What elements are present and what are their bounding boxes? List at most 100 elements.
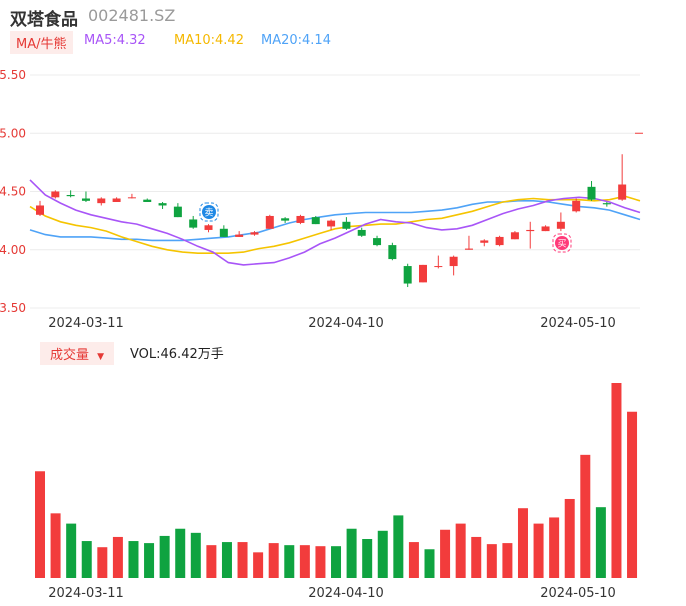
candle-body <box>357 229 366 236</box>
candle-body <box>189 219 198 228</box>
candle-body <box>281 218 290 221</box>
candle-body <box>81 198 90 201</box>
y-tick-label: 4.50 <box>0 185 26 199</box>
volume-bar <box>346 528 357 578</box>
volume-bar <box>471 536 482 578</box>
candle-body <box>296 215 305 223</box>
candle-body <box>235 234 244 237</box>
ma20-label: MA20:4.14 <box>261 33 331 48</box>
volume-bar <box>253 552 264 578</box>
stock-name: 双塔食品 <box>10 10 78 30</box>
candle-body <box>173 206 182 218</box>
volume-bar <box>627 411 638 578</box>
volume-bar <box>611 383 622 578</box>
volume-bar <box>128 541 139 578</box>
trade-marker-frame <box>199 202 219 222</box>
volume-bar <box>549 517 560 578</box>
candle-body <box>311 217 320 225</box>
ma5-line <box>29 179 641 266</box>
volume-indicator-button[interactable]: 成交量 ▼ <box>40 342 115 365</box>
candle-body <box>265 215 274 229</box>
volume-bar <box>221 542 232 578</box>
candle-body <box>480 240 489 243</box>
volume-bar <box>533 523 544 578</box>
volume-x-tick-label: 2024-05-10 <box>540 586 616 601</box>
candle-body <box>572 200 581 212</box>
volume-bar <box>175 528 186 578</box>
candle-body <box>97 198 106 204</box>
volume-bar <box>66 523 77 578</box>
volume-bar <box>190 532 201 578</box>
ma20-line <box>29 200 641 242</box>
candle-body <box>526 229 535 232</box>
volume-bar <box>362 539 373 578</box>
volume-bar <box>580 454 591 578</box>
volume-bar <box>112 536 123 578</box>
volume-bar <box>564 498 575 578</box>
y-tick-label: 4.00 <box>0 243 26 257</box>
candle-body <box>112 198 121 202</box>
volume-bar <box>159 535 170 578</box>
candle-body <box>602 203 611 205</box>
volume-bar <box>486 544 497 578</box>
candle-body <box>434 266 443 268</box>
candle-body <box>342 221 351 229</box>
volume-bar <box>299 545 310 578</box>
candle-body <box>541 226 550 232</box>
candle-body <box>464 248 473 250</box>
trade-marker-dot <box>202 205 216 219</box>
candle-body <box>51 191 60 198</box>
volume-bar <box>97 547 108 578</box>
candle-body <box>143 199 152 202</box>
volume-bar <box>268 543 279 578</box>
candle-body <box>373 238 382 246</box>
volume-bar <box>393 515 404 578</box>
volume-bar <box>502 543 513 578</box>
chevron-down-icon: ▼ <box>97 352 105 362</box>
candle-body <box>127 197 136 199</box>
trade-marker-label: 买 <box>557 239 566 250</box>
candle-body <box>618 184 627 200</box>
candle-body <box>556 221 565 229</box>
candle-body <box>388 245 397 260</box>
candle-body <box>419 264 427 283</box>
ma10-label: MA10:4.42 <box>174 33 244 48</box>
ma10-line <box>29 195 641 254</box>
volume-value: VOL:46.42万手 <box>130 347 224 362</box>
volume-bar <box>237 542 248 578</box>
candle-body <box>449 256 458 267</box>
stock-code: 002481.SZ <box>88 6 176 25</box>
volume-indicator-label: 成交量 <box>50 348 90 363</box>
x-tick-label: 2024-05-10 <box>540 316 616 331</box>
volume-bar <box>206 545 217 578</box>
trade-marker-frame <box>552 233 572 253</box>
volume-bar <box>424 549 435 578</box>
volume-bar <box>377 530 388 578</box>
ma5-label: MA5:4.32 <box>84 33 146 48</box>
volume-bar <box>315 546 326 578</box>
candle-body <box>250 232 259 235</box>
volume-bar <box>440 529 451 578</box>
y-tick-label: 5.50 <box>0 68 26 82</box>
volume-bar <box>81 541 92 578</box>
candle-body <box>327 220 336 227</box>
volume-bar <box>517 508 528 578</box>
trade-marker-label: 卖 <box>204 208 213 219</box>
volume-bar <box>144 543 155 578</box>
y-tick-label: 3.50 <box>0 301 26 315</box>
trade-marker-dot <box>555 236 569 250</box>
candle-body <box>204 225 213 230</box>
candle-body <box>495 236 504 246</box>
volume-bar <box>331 546 342 578</box>
candle-body <box>403 266 412 284</box>
candle-body <box>587 186 596 200</box>
candle-body <box>66 194 75 197</box>
ma-indicator-button[interactable]: MA/牛熊 <box>10 31 73 54</box>
volume-x-tick-label: 2024-03-11 <box>48 586 124 601</box>
candle-body <box>158 203 167 206</box>
x-tick-label: 2024-03-11 <box>48 316 124 331</box>
volume-bar <box>50 513 61 578</box>
candle-body <box>510 232 519 240</box>
x-tick-label: 2024-04-10 <box>308 316 384 331</box>
